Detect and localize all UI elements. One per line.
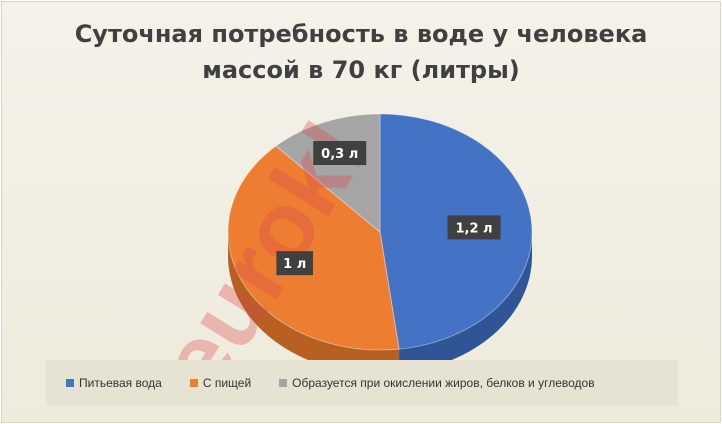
chart-title-line-2: массой в 70 кг (литры) — [202, 56, 520, 84]
data-label-2: 0,3 л — [313, 141, 367, 166]
chart-title: Суточная потребность в воде у человека м… — [2, 16, 720, 88]
legend-item-0: Питьевая вода — [66, 376, 162, 390]
legend-band — [46, 360, 678, 406]
legend-item-2: Образуется при окислении жиров, белков и… — [279, 376, 595, 390]
svg-text:0,3 л: 0,3 л — [321, 147, 358, 162]
data-label-1: 1 л — [276, 251, 314, 276]
pie-side-1 — [228, 232, 400, 375]
legend-label: Питьевая вода — [79, 376, 162, 390]
legend-label: Образуется при окислении жиров, белков и… — [292, 376, 595, 390]
data-label-0: 1,2 л — [447, 215, 501, 240]
legend-swatch — [66, 379, 74, 387]
legend-swatch — [279, 379, 288, 387]
legend-item-1: С пищей — [189, 376, 252, 390]
svg-text:1 л: 1 л — [283, 257, 306, 272]
pie-slice-1 — [227, 145, 400, 351]
svg-text:1,2 л: 1,2 л — [456, 221, 493, 236]
chart-title-line-1: Суточная потребность в воде у человека — [74, 20, 648, 48]
pie-side-0 — [399, 232, 533, 374]
legend: Питьевая вода С пищей Образуется при окисл… — [66, 374, 595, 392]
legend-label: С пищей — [202, 376, 252, 390]
legend-swatch — [189, 379, 198, 387]
